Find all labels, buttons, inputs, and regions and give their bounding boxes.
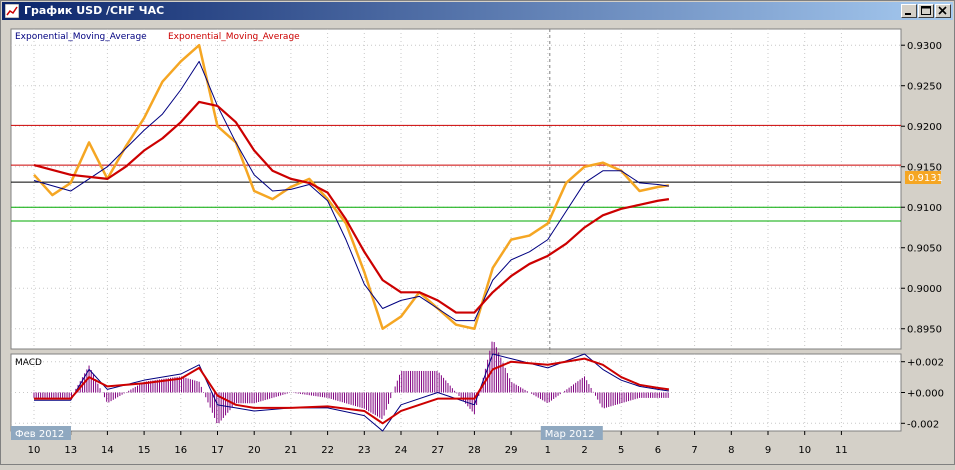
minimize-button[interactable]: [901, 4, 917, 18]
price-axis-label: 0.9200: [907, 122, 942, 133]
x-axis-label: 7: [691, 445, 697, 456]
x-axis-label: 10: [798, 445, 811, 456]
x-axis-label: 1: [545, 445, 551, 456]
price-axis-label: 0.9150: [907, 163, 942, 174]
price-axis-label: 0.9300: [907, 41, 942, 52]
price-axis-label: 0.9250: [907, 82, 942, 93]
macd-label: MACD: [15, 358, 42, 368]
maximize-button[interactable]: [918, 4, 934, 18]
minimize-icon: [905, 13, 911, 15]
price-axis-label: 0.8950: [907, 325, 942, 336]
chart-area[interactable]: 0.8950 0.9000 0.9050 0.9100 0.9150 0.9200 0.92…: [1, 21, 955, 466]
legend-ema-fast: Exponential_Moving_Average: [15, 32, 147, 42]
x-axis-label: 9: [765, 445, 771, 456]
macd-axis-label: +0.000: [907, 389, 944, 400]
x-axis-label: 6: [655, 445, 661, 456]
price-tag-bg: [905, 171, 941, 184]
series-price[interactable]: [33, 43, 670, 330]
maximize-icon: [921, 6, 931, 15]
x-axis-label: 13: [64, 445, 77, 456]
x-axis-label: 21: [285, 445, 298, 456]
x-axis-label: 20: [248, 445, 261, 456]
price-panel[interactable]: [10, 28, 902, 350]
price-tag: 0.9131: [908, 173, 943, 184]
x-axis-label: 8: [728, 445, 734, 456]
close-button[interactable]: [935, 4, 951, 18]
macd-series-macd[interactable]: [34, 353, 669, 432]
macd-series-signal[interactable]: [34, 357, 670, 425]
x-axis-label: 16: [174, 445, 187, 456]
x-axis-label: 23: [358, 445, 371, 456]
period-label: Фев 2012: [15, 429, 64, 440]
title-bar[interactable]: График USD /CHF ЧАС: [2, 2, 953, 20]
macd-axis-label: -0.002: [907, 419, 939, 430]
series-ema_slow[interactable]: [33, 100, 670, 314]
x-axis-label: 14: [101, 445, 114, 456]
close-icon: [938, 6, 947, 15]
period-label-bg: [540, 426, 603, 440]
x-axis-label: 27: [431, 445, 444, 456]
period-label-bg: [11, 426, 71, 440]
x-axis-label: 28: [468, 445, 481, 456]
price-axis-label: 0.9050: [907, 244, 942, 255]
series-ema_fast[interactable]: [33, 60, 669, 322]
x-axis-label: 29: [505, 445, 518, 456]
x-axis-label: 2: [581, 445, 587, 456]
x-axis-label: 24: [395, 445, 408, 456]
x-axis-label: 11: [835, 445, 848, 456]
price-axis-label: 0.9100: [907, 203, 942, 214]
x-axis-label: 5: [618, 445, 624, 456]
x-axis-label: 17: [211, 445, 224, 456]
x-axis-label: 15: [138, 445, 151, 456]
legend-ema-slow: Exponential_Moving_Average: [168, 32, 300, 42]
period-label: Мар 2012: [545, 429, 595, 440]
x-axis-label: 22: [321, 445, 334, 456]
window-title: График USD /CHF ЧАС: [24, 4, 165, 17]
x-axis-label: 10: [28, 445, 41, 456]
chart-app-icon: [5, 4, 19, 18]
chart-canvas[interactable]: 0.8950 0.9000 0.9050 0.9100 0.9150 0.9200 0.92…: [1, 21, 955, 466]
price-axis-label: 0.9000: [907, 284, 942, 295]
macd-axis-label: +0.002: [907, 358, 944, 369]
